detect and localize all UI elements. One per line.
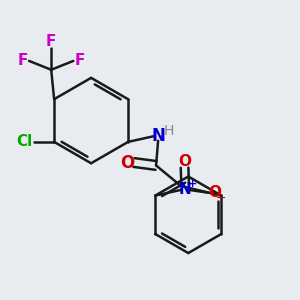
Text: F: F [17, 53, 28, 68]
Text: −: − [216, 191, 226, 205]
Text: Cl: Cl [16, 134, 33, 149]
Text: O: O [120, 154, 135, 172]
Text: H: H [164, 124, 174, 138]
Text: +: + [188, 179, 197, 190]
Text: F: F [46, 34, 56, 49]
Text: O: O [208, 185, 221, 200]
Text: O: O [178, 154, 191, 169]
Text: N: N [179, 182, 191, 197]
Text: F: F [75, 53, 85, 68]
Text: N: N [151, 127, 165, 145]
